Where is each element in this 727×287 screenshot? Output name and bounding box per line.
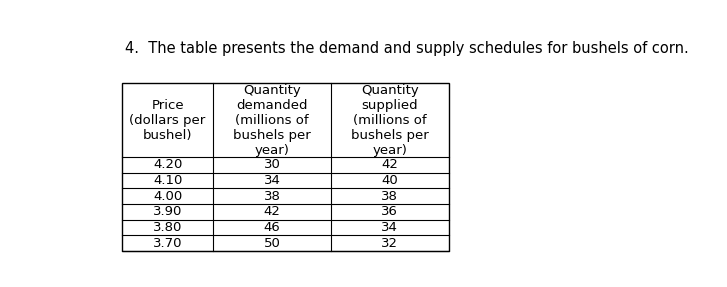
Text: 4.  The table presents the demand and supply schedules for bushels of corn.: 4. The table presents the demand and sup…	[125, 41, 688, 56]
Text: 50: 50	[264, 237, 281, 250]
Text: 40: 40	[382, 174, 398, 187]
Text: 42: 42	[264, 205, 281, 218]
Text: 3.80: 3.80	[153, 221, 182, 234]
Text: 30: 30	[264, 158, 281, 171]
Text: Quantity
demanded
(millions of
bushels per
year): Quantity demanded (millions of bushels p…	[233, 84, 311, 156]
Text: 4.20: 4.20	[153, 158, 182, 171]
Text: 42: 42	[382, 158, 398, 171]
Text: Quantity
supplied
(millions of
bushels per
year): Quantity supplied (millions of bushels p…	[351, 84, 429, 156]
Text: Price
(dollars per
bushel): Price (dollars per bushel)	[129, 98, 206, 141]
Text: 4.10: 4.10	[153, 174, 182, 187]
Text: 3.70: 3.70	[153, 237, 182, 250]
Text: 4.00: 4.00	[153, 190, 182, 203]
Text: 34: 34	[264, 174, 281, 187]
Text: 3.90: 3.90	[153, 205, 182, 218]
Text: 38: 38	[264, 190, 281, 203]
Text: 36: 36	[382, 205, 398, 218]
Text: 46: 46	[264, 221, 281, 234]
Text: 38: 38	[382, 190, 398, 203]
Text: 34: 34	[382, 221, 398, 234]
Text: 32: 32	[382, 237, 398, 250]
